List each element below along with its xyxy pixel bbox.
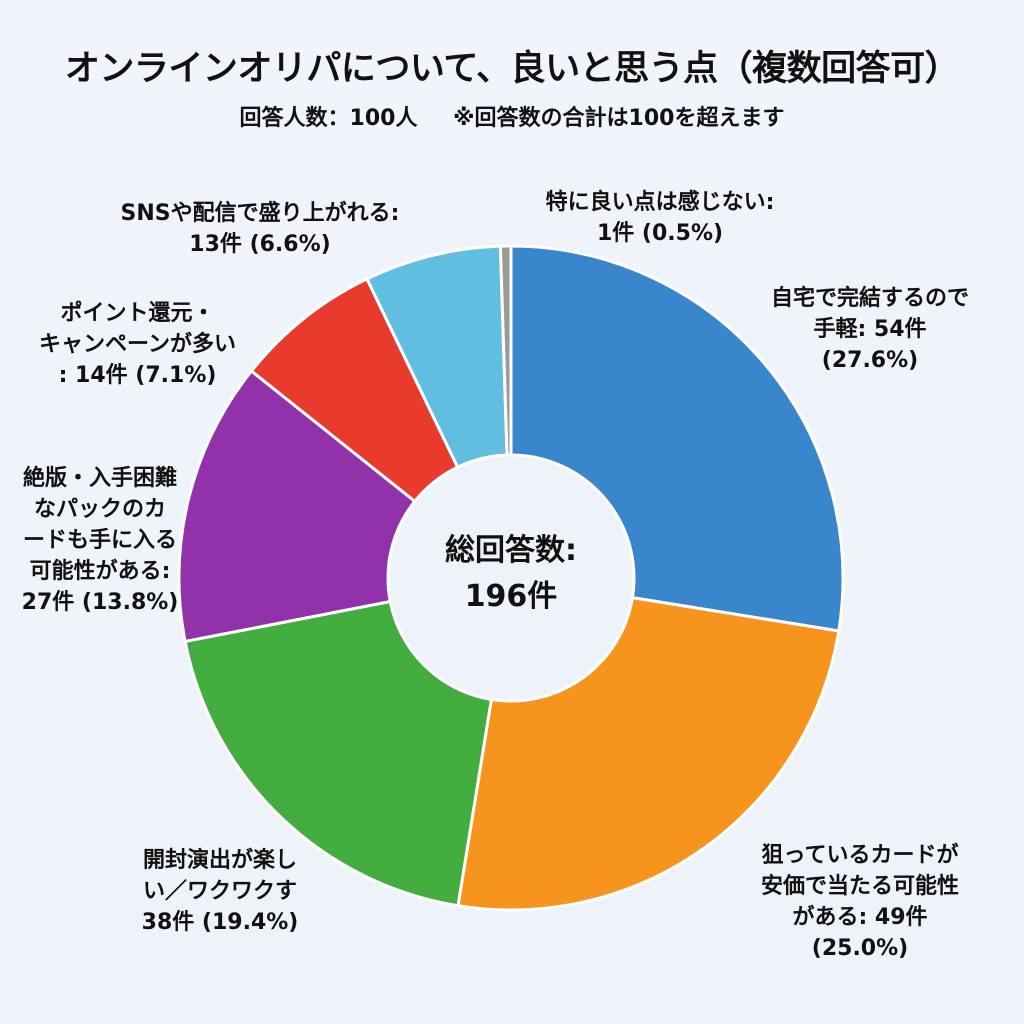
chart-title: オンラインオリパについて、良いと思う点（複数回答可） xyxy=(64,49,960,89)
label-fun: 開封演出が楽し い／ワクワクす 38件 (19.4%) xyxy=(141,848,299,935)
total-note: ※回答数の合計は100を超えます xyxy=(453,106,785,131)
chart-subtitle: 回答人数：100人 ※回答数の合計は100を超えます xyxy=(0,100,1024,132)
label-home: 自宅で完結するので 手軽: 54件 (27.6%) xyxy=(770,286,969,373)
label-none: 特に良い点は感じない: 1件 (0.5%) xyxy=(545,190,775,246)
center-label: 総回答数: xyxy=(445,533,577,568)
center-value: 196件 xyxy=(464,579,558,614)
respondent-count: 回答人数：100人 xyxy=(239,106,418,131)
label-cheap: 狙っているカードが 安価で当たる可能性 がある: 49件 (25.0%) xyxy=(760,843,959,961)
label-sns: SNSや配信で盛り上がれる: 13件 (6.6%) xyxy=(120,201,400,257)
center-total: 総回答数: 196件 xyxy=(388,528,634,620)
donut-hole xyxy=(386,453,636,703)
label-points: ポイント還元・ キャンペーンが多い : 14件 (7.1%) xyxy=(39,301,236,388)
label-rare: 絶版・入手困難 なパックのカ ードも手に入る 可能性がある: 27件 (13.8… xyxy=(21,466,179,615)
